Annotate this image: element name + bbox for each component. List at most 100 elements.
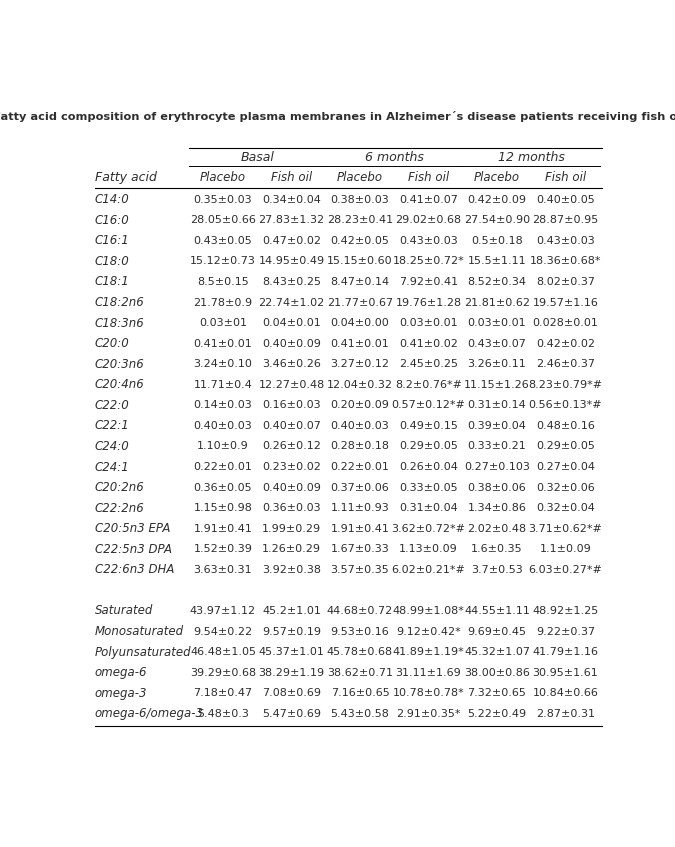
- Text: 3.7±0.53: 3.7±0.53: [471, 565, 523, 575]
- Text: C18:0: C18:0: [95, 255, 130, 268]
- Text: 7.16±0.65: 7.16±0.65: [331, 689, 389, 698]
- Text: 6.02±0.21*#: 6.02±0.21*#: [392, 565, 465, 575]
- Text: 0.32±0.06: 0.32±0.06: [536, 483, 595, 493]
- Text: C22:5n3 DPA: C22:5n3 DPA: [95, 543, 172, 556]
- Text: 9.54±0.22: 9.54±0.22: [194, 627, 252, 637]
- Text: 1.34±0.86: 1.34±0.86: [468, 503, 526, 513]
- Text: 0.14±0.03: 0.14±0.03: [194, 401, 252, 410]
- Text: 0.38±0.06: 0.38±0.06: [468, 483, 526, 493]
- Text: C18:3n6: C18:3n6: [95, 317, 144, 329]
- Text: 0.04±0.01: 0.04±0.01: [262, 318, 321, 328]
- Text: 19.76±1.28: 19.76±1.28: [396, 297, 462, 307]
- Text: 7.18±0.47: 7.18±0.47: [194, 689, 252, 698]
- Text: Monosaturated: Monosaturated: [95, 625, 184, 638]
- Text: 15.12±0.73: 15.12±0.73: [190, 257, 256, 267]
- Text: 31.11±1.69: 31.11±1.69: [396, 667, 461, 678]
- Text: 0.39±0.04: 0.39±0.04: [468, 421, 526, 431]
- Text: 5.48±0.3: 5.48±0.3: [197, 709, 249, 719]
- Text: omega-3: omega-3: [95, 687, 147, 700]
- Text: 28.87±0.95: 28.87±0.95: [533, 215, 599, 225]
- Text: 1.26±0.29: 1.26±0.29: [262, 545, 321, 554]
- Text: 46.48±1.05: 46.48±1.05: [190, 647, 256, 657]
- Text: 6.03±0.27*#: 6.03±0.27*#: [529, 565, 602, 575]
- Text: C14:0: C14:0: [95, 193, 130, 206]
- Text: 0.56±0.13*#: 0.56±0.13*#: [529, 401, 602, 410]
- Text: 44.68±0.72: 44.68±0.72: [327, 606, 393, 616]
- Text: C18:1: C18:1: [95, 275, 130, 289]
- Text: Saturated: Saturated: [95, 605, 153, 617]
- Text: 41.79±1.16: 41.79±1.16: [533, 647, 599, 657]
- Text: C24:1: C24:1: [95, 461, 130, 473]
- Text: 38.62±0.71: 38.62±0.71: [327, 667, 393, 678]
- Text: 9.12±0.42*: 9.12±0.42*: [396, 627, 461, 637]
- Text: 1.10±0.9: 1.10±0.9: [197, 441, 249, 451]
- Text: 0.27±0.04: 0.27±0.04: [536, 462, 595, 472]
- Text: 0.41±0.02: 0.41±0.02: [399, 339, 458, 349]
- Text: 0.42±0.05: 0.42±0.05: [331, 235, 389, 246]
- Text: 8.47±0.14: 8.47±0.14: [330, 277, 389, 287]
- Text: 14.95±0.49: 14.95±0.49: [259, 257, 325, 267]
- Text: 29.02±0.68: 29.02±0.68: [396, 215, 462, 225]
- Text: 12 months: 12 months: [497, 151, 565, 163]
- Text: 0.03±0.01: 0.03±0.01: [399, 318, 458, 328]
- Text: 0.33±0.21: 0.33±0.21: [468, 441, 526, 451]
- Text: 3.62±0.72*#: 3.62±0.72*#: [392, 523, 466, 534]
- Text: 0.40±0.07: 0.40±0.07: [262, 421, 321, 431]
- Text: 5.47±0.69: 5.47±0.69: [262, 709, 321, 719]
- Text: 0.03±01: 0.03±01: [199, 318, 247, 328]
- Text: 0.47±0.02: 0.47±0.02: [262, 235, 321, 246]
- Text: 9.53±0.16: 9.53±0.16: [331, 627, 389, 637]
- Text: 3.26±0.11: 3.26±0.11: [468, 359, 526, 369]
- Text: 45.2±1.01: 45.2±1.01: [262, 606, 321, 616]
- Text: 9.69±0.45: 9.69±0.45: [468, 627, 526, 637]
- Text: Polyunsaturated: Polyunsaturated: [95, 645, 192, 659]
- Text: 21.81±0.62: 21.81±0.62: [464, 297, 530, 307]
- Text: 0.028±0.01: 0.028±0.01: [533, 318, 599, 328]
- Text: 3.46±0.26: 3.46±0.26: [262, 359, 321, 369]
- Text: 10.78±0.78*: 10.78±0.78*: [393, 689, 464, 698]
- Text: 0.42±0.09: 0.42±0.09: [468, 195, 526, 205]
- Text: 1.1±0.09: 1.1±0.09: [539, 545, 591, 554]
- Text: C18:2n6: C18:2n6: [95, 296, 144, 309]
- Text: 18.36±0.68*: 18.36±0.68*: [530, 257, 601, 267]
- Text: 0.43±0.03: 0.43±0.03: [399, 235, 458, 246]
- Text: 0.42±0.02: 0.42±0.02: [536, 339, 595, 349]
- Text: 0.03±0.01: 0.03±0.01: [468, 318, 526, 328]
- Text: 0.43±0.03: 0.43±0.03: [536, 235, 595, 246]
- Text: Basal: Basal: [240, 151, 274, 163]
- Text: 3.24±0.10: 3.24±0.10: [194, 359, 252, 369]
- Text: 1.91±0.41: 1.91±0.41: [194, 523, 252, 534]
- Text: 0.37±0.06: 0.37±0.06: [331, 483, 389, 493]
- Text: Fish oil: Fish oil: [545, 171, 586, 184]
- Text: 0.16±0.03: 0.16±0.03: [262, 401, 321, 410]
- Text: 27.83±1.32: 27.83±1.32: [259, 215, 325, 225]
- Text: 2.45±0.25: 2.45±0.25: [399, 359, 458, 369]
- Text: Table 2. Fatty acid composition of erythrocyte plasma membranes in Alzheimer´s d: Table 2. Fatty acid composition of eryth…: [0, 112, 675, 123]
- Text: 39.29±0.68: 39.29±0.68: [190, 667, 256, 678]
- Text: Placebo: Placebo: [337, 171, 383, 184]
- Text: 28.23±0.41: 28.23±0.41: [327, 215, 393, 225]
- Text: 0.43±0.07: 0.43±0.07: [468, 339, 526, 349]
- Text: C16:0: C16:0: [95, 213, 130, 227]
- Text: 0.29±0.05: 0.29±0.05: [399, 441, 458, 451]
- Text: 9.22±0.37: 9.22±0.37: [536, 627, 595, 637]
- Text: 1.52±0.39: 1.52±0.39: [194, 545, 252, 554]
- Text: C22:6n3 DHA: C22:6n3 DHA: [95, 563, 174, 576]
- Text: 0.40±0.05: 0.40±0.05: [536, 195, 595, 205]
- Text: 7.32±0.65: 7.32±0.65: [468, 689, 526, 698]
- Text: 45.78±0.68: 45.78±0.68: [327, 647, 393, 657]
- Text: 5.43±0.58: 5.43±0.58: [331, 709, 389, 719]
- Text: omega-6: omega-6: [95, 666, 147, 679]
- Text: 2.46±0.37: 2.46±0.37: [536, 359, 595, 369]
- Text: 8.02±0.37: 8.02±0.37: [536, 277, 595, 287]
- Text: 0.32±0.04: 0.32±0.04: [536, 503, 595, 513]
- Text: C22:1: C22:1: [95, 419, 130, 432]
- Text: 3.92±0.38: 3.92±0.38: [262, 565, 321, 575]
- Text: 0.41±0.07: 0.41±0.07: [399, 195, 458, 205]
- Text: 48.99±1.08*: 48.99±1.08*: [393, 606, 464, 616]
- Text: 22.74±1.02: 22.74±1.02: [259, 297, 325, 307]
- Text: C20:3n6: C20:3n6: [95, 357, 144, 371]
- Text: 11.71±0.4: 11.71±0.4: [194, 379, 252, 390]
- Text: 3.71±0.62*#: 3.71±0.62*#: [529, 523, 602, 534]
- Text: 7.92±0.41: 7.92±0.41: [399, 277, 458, 287]
